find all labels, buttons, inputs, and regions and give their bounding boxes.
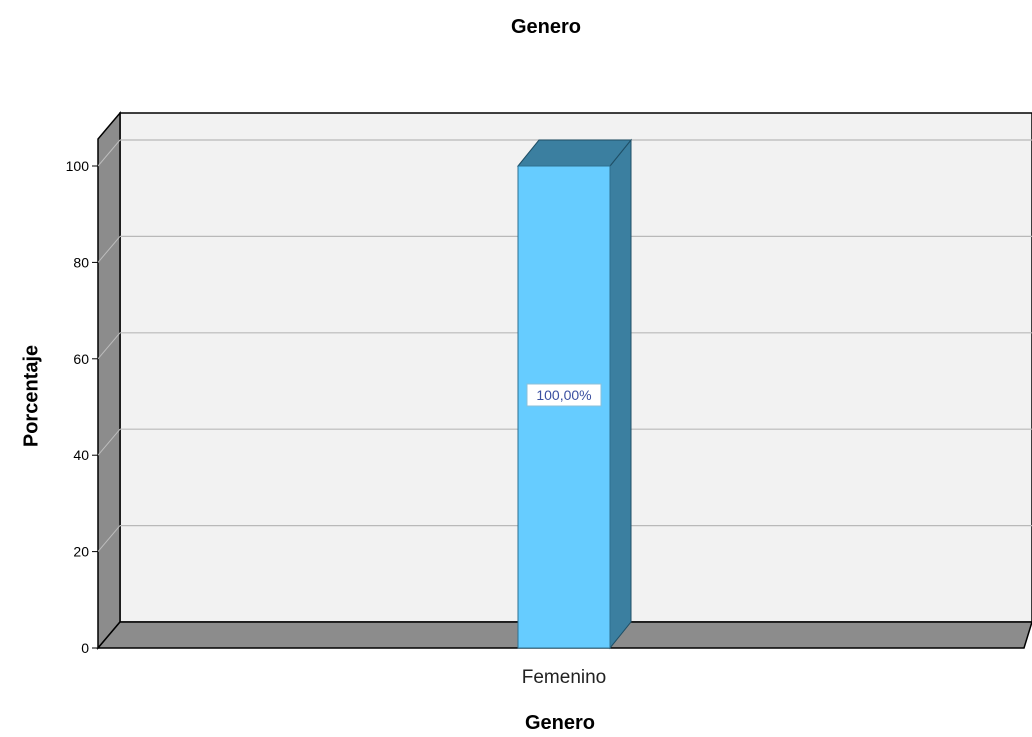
y-tick-label: 40 [73,447,89,463]
y-tick-label: 80 [73,254,89,270]
bar-side [609,138,632,650]
y-tick-label: 20 [73,544,89,560]
gridline-side [97,236,121,263]
data-label: 100,00% [536,387,591,403]
y-tick-label: 100 [66,158,90,174]
x-axis-title: Genero [524,712,596,734]
y-tick-label: 0 [81,640,89,656]
gridline-side [97,428,121,456]
bar: 100,00% [516,138,633,650]
data-label-box [526,383,602,407]
y-axis-ticks: 0 20 40 60 80 100 [66,158,98,656]
gridline-side [97,332,121,360]
gridline-side [97,139,121,167]
bars: 100,00% [516,138,633,650]
left-wall [97,110,121,651]
chart-title: Genero [510,16,582,38]
x-axis-ticks: Femenino [522,667,607,688]
gridline-side [97,525,121,552]
bar-front [517,165,611,649]
y-tick-label: 60 [73,351,89,367]
x-tick-label: Femenino [522,667,607,688]
